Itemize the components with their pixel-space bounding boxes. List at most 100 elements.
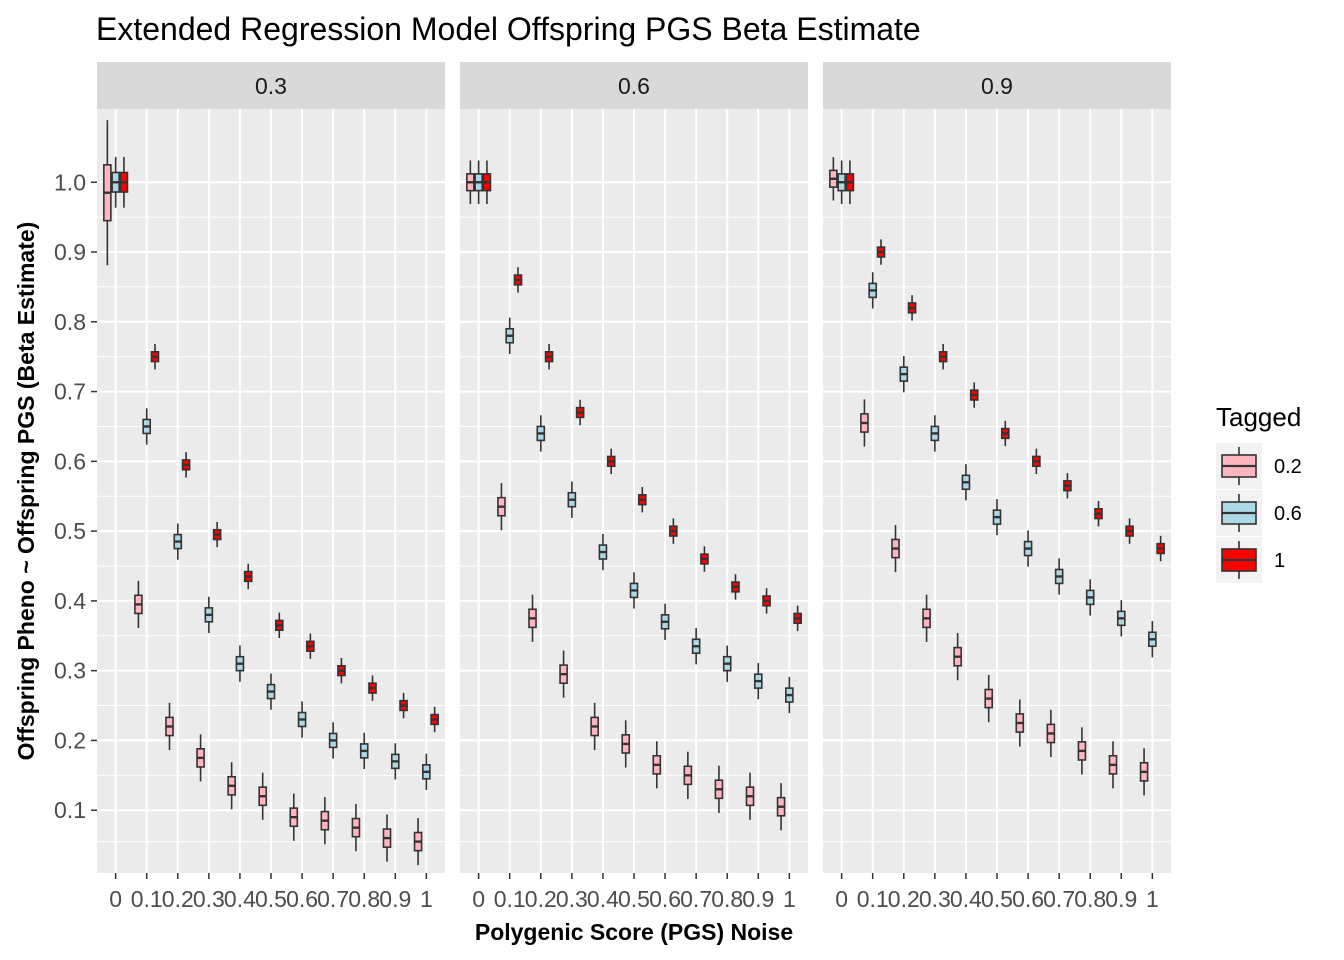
box-mark [513, 267, 523, 293]
facet-panel: 0.30 0.1 0.2 0.3 0.4 0.5 0.6 0.7 0.8 0.9 1 [97, 62, 445, 912]
y-tick-label: 0.5 [54, 518, 86, 544]
box-mark [297, 701, 307, 738]
box-mark [776, 783, 786, 831]
box-mark [637, 487, 647, 513]
chart-title: Extended Regression Model Offspring PGS … [96, 11, 921, 47]
box-mark [368, 675, 377, 701]
facet-strip [823, 62, 1171, 109]
box-mark [1094, 500, 1103, 527]
box-mark [731, 574, 740, 600]
box-mark [430, 706, 439, 733]
x-tick-label: 0.8 [711, 886, 743, 912]
y-tick-label: 0.6 [54, 448, 86, 474]
box-mark [466, 160, 475, 205]
legend-label: 1 [1274, 550, 1285, 572]
box-mark [590, 702, 599, 751]
x-tick-label: 0.9 [742, 886, 774, 912]
box-mark [745, 772, 755, 820]
box-mark [351, 804, 361, 852]
box-mark [1032, 448, 1041, 475]
y-tick-label: 0.1 [54, 797, 86, 823]
box-mark [422, 753, 431, 790]
legend-label: 0.6 [1274, 503, 1302, 525]
facet-strip-label: 0.6 [618, 73, 650, 99]
box-mark [691, 628, 701, 665]
x-tick-label: 0.2 [162, 886, 194, 912]
box-mark [762, 588, 771, 614]
box-mark [793, 605, 802, 632]
box-mark [621, 720, 631, 768]
y-axis-title: Offspring Pheno ~ Offspring PGS (Beta Es… [13, 222, 39, 761]
box-mark [359, 732, 369, 770]
box-mark [497, 483, 506, 531]
box-mark [922, 594, 931, 642]
box-mark [266, 673, 276, 710]
x-tick-label: 0.1 [131, 886, 163, 912]
box-mark [961, 464, 971, 501]
box-mark [868, 272, 878, 309]
x-tick-label: 0.4 [224, 886, 256, 912]
x-tick-label: 0.6 [649, 886, 681, 912]
box-mark [142, 408, 152, 445]
box-mark [1108, 741, 1118, 789]
x-tick-label: 0.7 [317, 886, 349, 912]
box-mark [907, 295, 917, 321]
y-tick-label: 0.9 [54, 239, 86, 265]
box-mark [1085, 579, 1095, 616]
x-tick-label: 0.6 [286, 886, 318, 912]
legend-title: Tagged [1216, 402, 1301, 432]
x-tick-label: 0.3 [919, 886, 951, 912]
box-mark [845, 160, 855, 205]
box-mark [785, 676, 794, 714]
x-tick-label: 0.8 [348, 886, 380, 912]
box-mark [274, 612, 284, 639]
box-mark [753, 662, 763, 700]
box-mark [227, 762, 236, 810]
y-tick-label: 0.3 [54, 658, 86, 684]
box-mark [328, 722, 338, 759]
box-mark [111, 156, 120, 208]
box-mark [567, 481, 577, 518]
y-tick-label: 0.7 [54, 379, 86, 405]
legend-key: 1 [1216, 537, 1285, 583]
box-mark [173, 523, 183, 560]
facet-panel: 0.60 0.1 0.2 0.3 0.4 0.5 0.6 0.7 0.8 0.9 1 [460, 62, 808, 912]
box-mark [103, 120, 112, 266]
box-mark [930, 415, 940, 452]
box-mark [984, 674, 994, 723]
box-mark [899, 355, 909, 393]
x-tick-label: 0.1 [494, 886, 526, 912]
box-mark [829, 157, 838, 201]
box-mark [559, 650, 568, 698]
box-mark [1063, 473, 1072, 499]
x-tick-label: 0.2 [888, 886, 920, 912]
box-mark [1077, 727, 1087, 775]
x-tick-label: 0 [109, 886, 122, 912]
legend-key: 0.2 [1216, 443, 1302, 489]
x-tick-label: 0.6 [1012, 886, 1044, 912]
box-mark [243, 563, 253, 590]
box-mark [1023, 530, 1033, 567]
box-mark [1054, 558, 1064, 595]
box-mark [1046, 709, 1056, 758]
box-mark [1000, 420, 1010, 447]
box-mark [1156, 535, 1165, 562]
y-tick-label: 1.0 [54, 169, 86, 195]
x-tick-label: 1 [420, 886, 433, 912]
y-tick-label: 0.4 [54, 588, 86, 614]
x-tick-label: 0.3 [556, 886, 588, 912]
x-tick-label: 0.7 [1043, 886, 1075, 912]
box-mark [714, 765, 724, 813]
box-mark [606, 448, 616, 475]
box-mark [1015, 699, 1025, 747]
box-mark [652, 741, 662, 789]
box-mark [474, 160, 483, 205]
x-axis-title: Polygenic Score (PGS) Noise [475, 919, 793, 945]
box-mark [320, 797, 330, 845]
box-mark [289, 793, 299, 841]
x-tick-label: 1 [783, 886, 796, 912]
box-mark [1125, 518, 1134, 544]
legend-key: 0.6 [1216, 490, 1302, 536]
box-mark [1139, 748, 1149, 796]
